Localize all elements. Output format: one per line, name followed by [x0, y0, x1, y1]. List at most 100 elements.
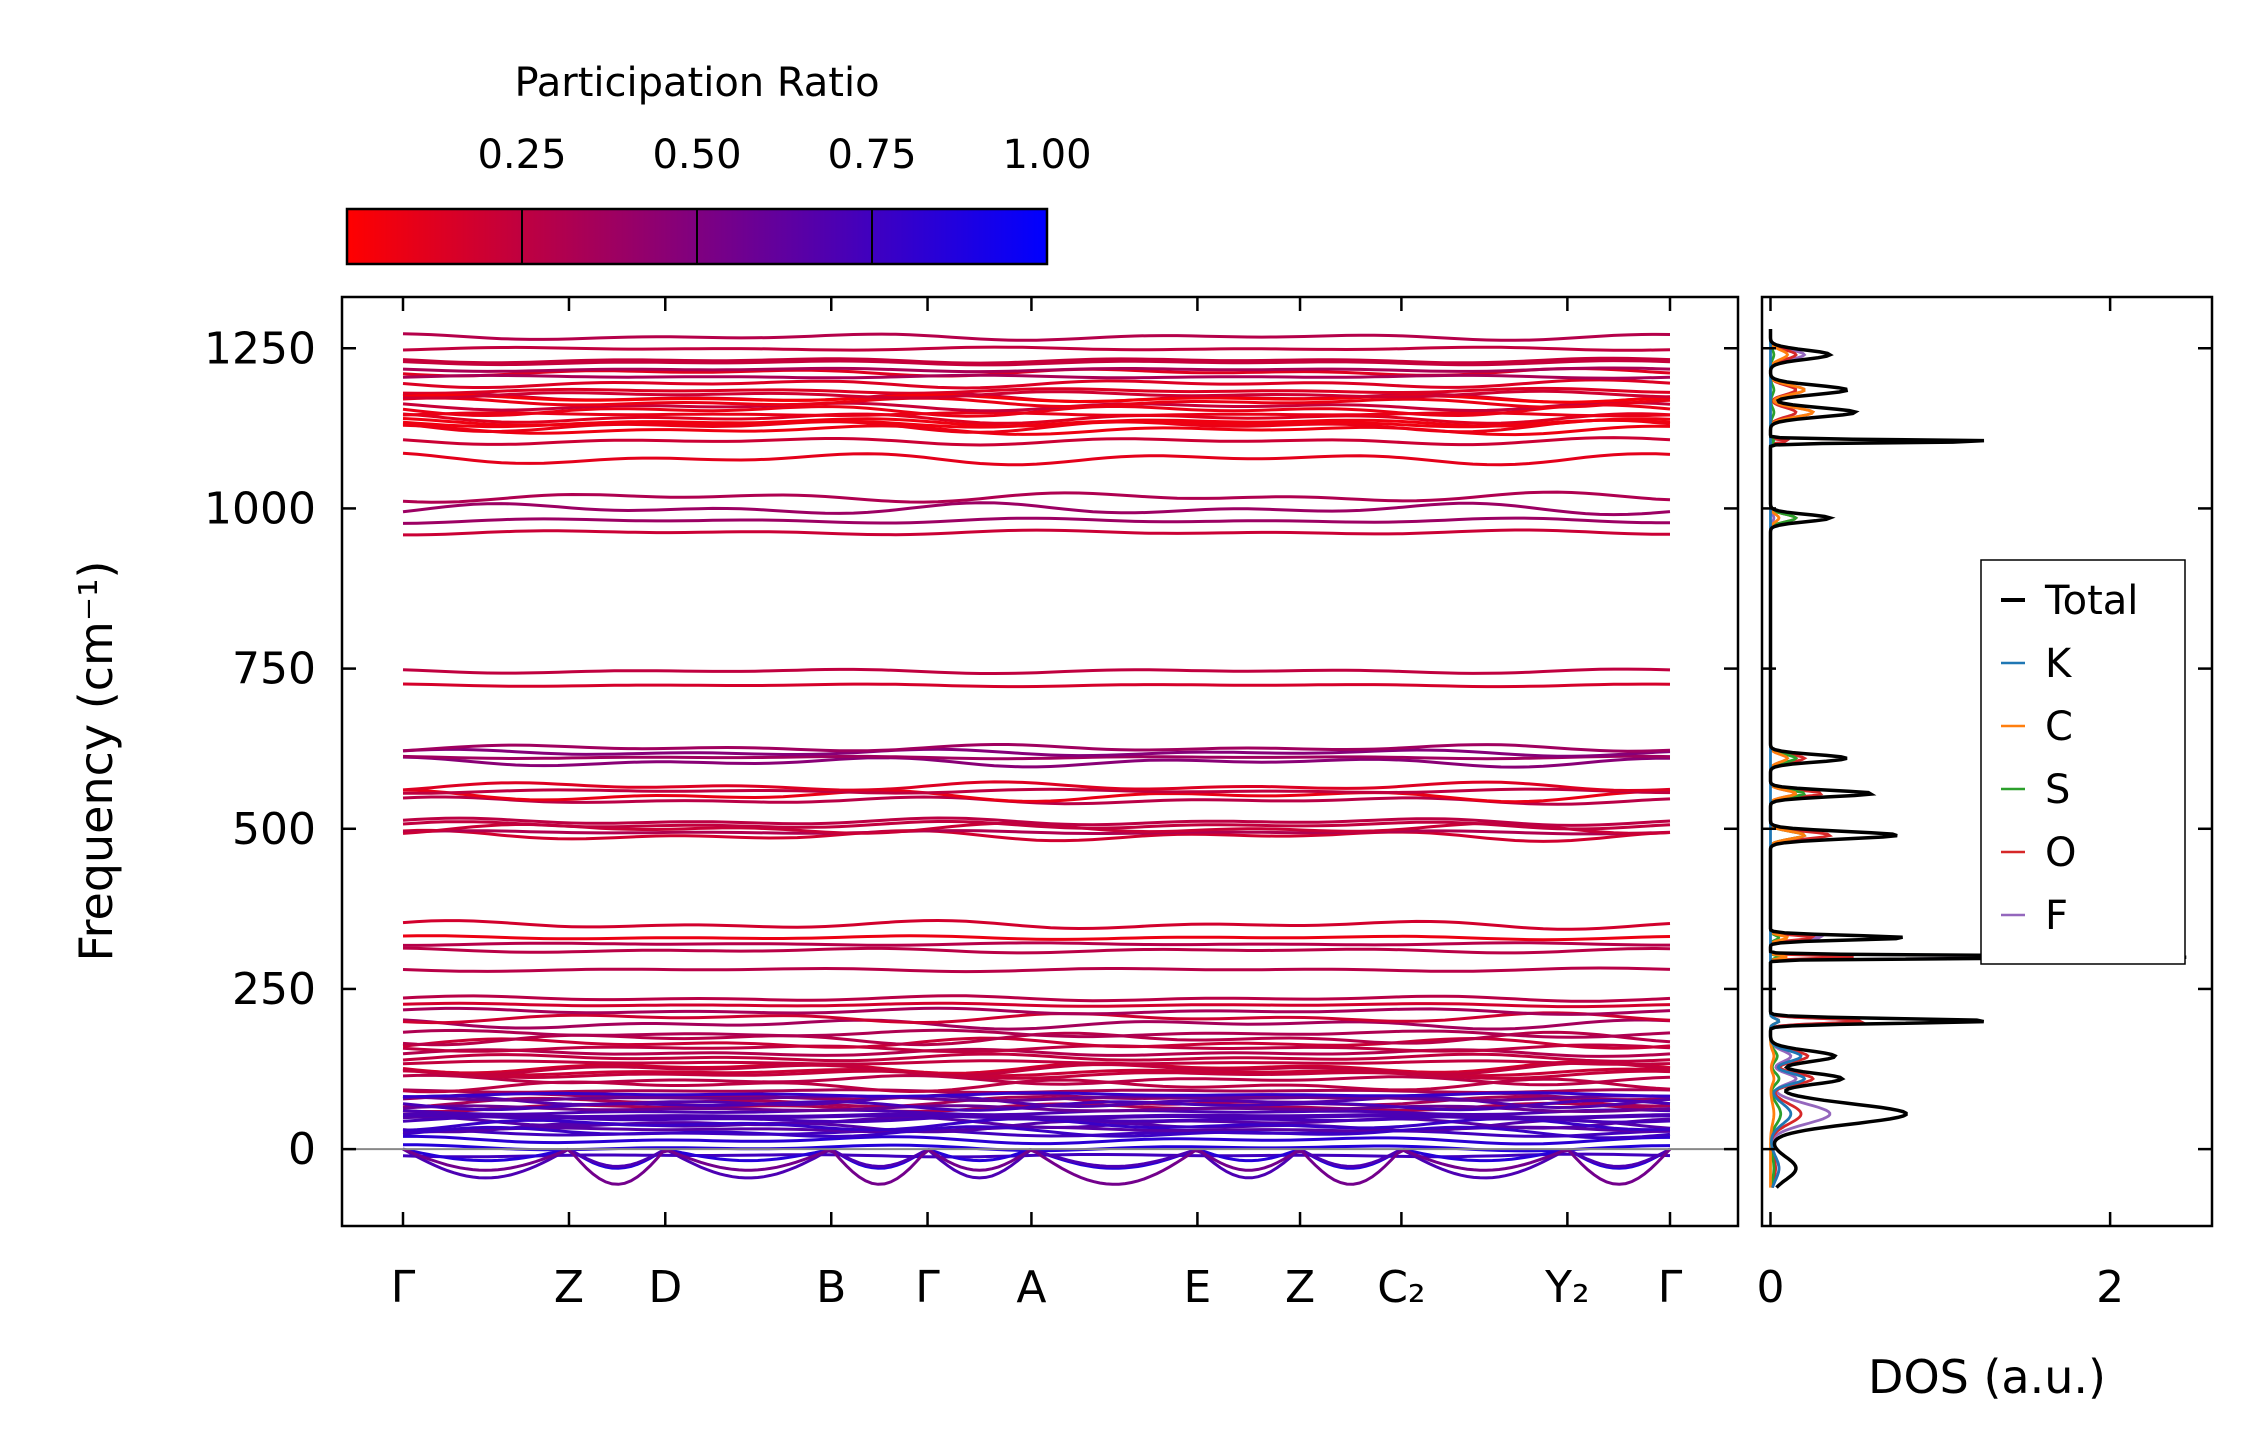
dos-x-tick-label: 2: [2096, 1262, 2124, 1313]
band-line: [402, 1018, 1671, 1031]
dos-plot-frame: [1760, 295, 2214, 1228]
colorbar-title: Participation Ratio: [514, 60, 879, 106]
legend-label: K: [2045, 641, 2073, 687]
band-line: [402, 418, 1671, 429]
band-line: [402, 966, 1671, 974]
colorbar-tick-label: 0.50: [652, 132, 741, 178]
kpath-label: Y₂: [1544, 1262, 1590, 1313]
band-line: [402, 1006, 1671, 1016]
band-line: [402, 1061, 1671, 1077]
band-line: [402, 747, 1671, 758]
band-line: [402, 1125, 1671, 1140]
band-line: [402, 501, 1671, 517]
band-line: [402, 389, 1671, 400]
band-line: [402, 1108, 1671, 1117]
kpath-label: Γ: [915, 1262, 940, 1313]
dos-curves: [1768, 329, 2187, 1189]
band-line: [402, 356, 1671, 365]
band-line: [402, 787, 1671, 795]
kpath-label: Γ: [1658, 1262, 1683, 1313]
band-lines: [402, 332, 1672, 1186]
band-line: [402, 828, 1671, 843]
kpath-label: D: [648, 1262, 682, 1313]
band-line: [402, 1069, 1671, 1080]
colorbar-tick-label: 0.25: [477, 132, 566, 178]
band-line: [402, 780, 1671, 793]
kpath-label: Z: [1285, 1262, 1315, 1313]
band-line: [402, 816, 1671, 827]
band-line: [403, 1113, 1671, 1121]
legend-label: O: [2045, 830, 2076, 876]
y-tick-label: 250: [232, 964, 316, 1015]
band-line: [402, 918, 1671, 931]
band-y-ticks: 0 250 500 750 1000 1250: [204, 323, 1738, 1175]
band-line: [402, 396, 1671, 409]
colorbar-ticks: 0.25 0.50 0.75 1.00: [477, 132, 1092, 264]
band-line: [402, 1094, 1671, 1103]
band-line: [402, 418, 1671, 434]
band-line: [402, 378, 1671, 390]
y-tick-label: 750: [232, 644, 316, 695]
kpath-label: C₂: [1377, 1262, 1425, 1313]
kpath-label: Γ: [391, 1262, 416, 1313]
y-tick-label: 1000: [204, 483, 316, 534]
x-axis-label: DOS (a.u.): [1868, 1350, 2106, 1404]
band-line: [402, 788, 1671, 804]
band-line: [402, 386, 1671, 395]
band-line: [402, 359, 1671, 367]
band-line: [402, 1043, 1671, 1054]
band-line: [402, 1073, 1671, 1087]
band-line: [403, 528, 1670, 537]
band-line: [402, 516, 1670, 525]
colorbar-tick-label: 1.00: [1002, 132, 1091, 178]
kpath-label: B: [816, 1262, 846, 1313]
band-line: [403, 941, 1670, 947]
kpath-label: Z: [554, 1262, 584, 1313]
legend-label: S: [2045, 767, 2070, 813]
band-line: [402, 755, 1670, 769]
acoustic-band-line: [402, 1147, 1671, 1180]
band-line: [402, 373, 1671, 380]
band-line: [402, 1001, 1671, 1009]
band-line: [402, 1052, 1671, 1063]
band-line: [403, 1134, 1671, 1146]
acoustic-band-line: [402, 1147, 1672, 1186]
band-line: [403, 1091, 1671, 1099]
band-line: [402, 332, 1671, 342]
y-tick-label: 1250: [204, 323, 316, 374]
colorbar: Participation Ratio 0.25 0.50 0.75 1.00: [345, 60, 1092, 266]
band-line: [402, 829, 1671, 836]
band-line: [402, 682, 1671, 689]
band-line: [402, 1152, 1671, 1159]
band-line: [402, 451, 1671, 467]
band-line: [402, 345, 1671, 352]
band-line: [402, 1036, 1671, 1050]
band-line: [402, 1059, 1671, 1066]
legend-box: [1980, 559, 2186, 965]
y-tick-label: 0: [288, 1124, 316, 1175]
band-line: [402, 393, 1671, 404]
band-line: [402, 743, 1671, 753]
band-line: [402, 411, 1671, 418]
band-line: [402, 1077, 1671, 1094]
legend-label: F: [2045, 893, 2068, 939]
dos-x-tick-label: 0: [1756, 1262, 1784, 1313]
band-line: [402, 403, 1671, 418]
band-line: [402, 436, 1671, 447]
band-structure-panel: 0 250 500 750 1000 1250 Γ Z D B Γ A E Z C₂ Y₂ Γ Frequen…: [69, 295, 1740, 1313]
y-axis-label: Frequency (cm⁻¹): [69, 561, 123, 962]
band-line: [402, 1011, 1671, 1025]
band-line: [402, 366, 1671, 374]
band-line: [402, 1028, 1671, 1039]
band-line: [402, 946, 1671, 955]
band-kpath-ticks: Γ Z D B Γ A E Z C₂ Y₂ Γ: [391, 297, 1683, 1313]
band-line: [402, 754, 1671, 761]
band-line: [402, 1104, 1671, 1114]
band-line: [402, 934, 1671, 942]
legend-label: Total: [2044, 578, 2138, 624]
dos-curve-total: [1768, 329, 2187, 1189]
